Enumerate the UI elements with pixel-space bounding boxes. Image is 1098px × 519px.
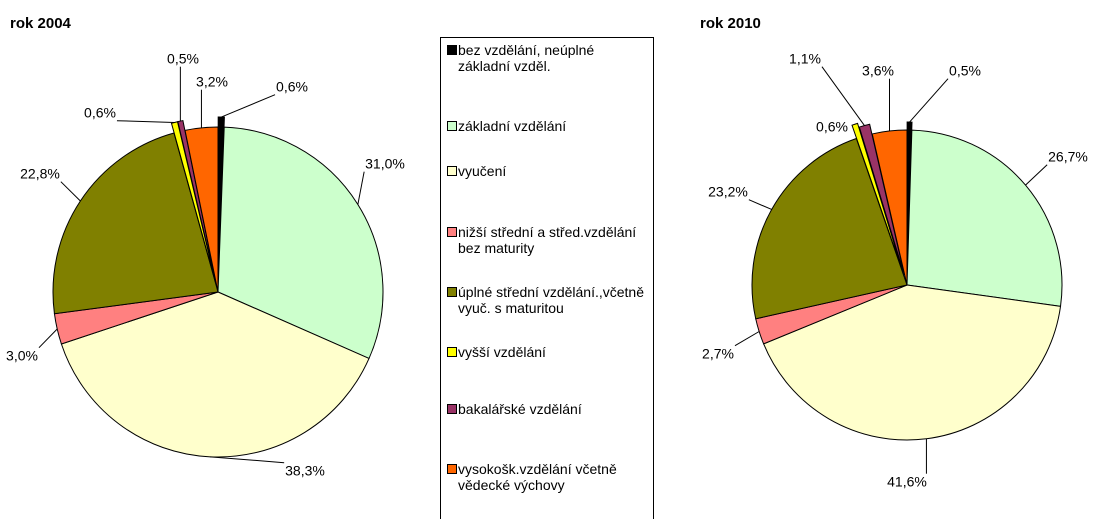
- leader-line: [116, 120, 175, 123]
- leader-line: [821, 66, 865, 126]
- legend-label: vysokošk.vzdělání včetně vědecké výchovy: [458, 461, 617, 493]
- legend-swatch: [447, 121, 457, 131]
- legend-label: úplné střední vzdělání.,včetně vyuč. s m…: [458, 284, 645, 316]
- legend-swatch: [447, 347, 457, 357]
- data-label: 0,6%: [276, 79, 308, 95]
- legend-swatch: [447, 464, 457, 474]
- leader-line: [221, 94, 276, 118]
- leader-line: [1025, 164, 1048, 186]
- legend-label: nižší střední a střed.vzdělání bez matur…: [458, 224, 637, 256]
- pie-slice: [851, 122, 904, 272]
- data-label: 3,6%: [862, 63, 894, 79]
- data-label: 1,1%: [789, 51, 821, 67]
- pie-slice: [762, 284, 1062, 441]
- data-label: 23,2%: [708, 184, 748, 200]
- legend-label: bakalářské vzdělání: [458, 401, 582, 417]
- legend-swatch: [447, 227, 457, 237]
- chart-title: rok 2004: [10, 15, 72, 32]
- legend-swatch: [447, 404, 457, 414]
- data-label: 31,0%: [365, 156, 405, 172]
- leader-line: [909, 78, 949, 123]
- legend-label: bez vzdělání, neúplné základní vzděl.: [458, 42, 595, 74]
- pie-slice: [184, 126, 219, 293]
- pie-slice: [906, 129, 1063, 307]
- legend-swatch: [447, 287, 457, 297]
- data-label: 2,7%: [702, 346, 734, 362]
- legend-label: základní vzdělání: [458, 118, 567, 134]
- data-label: 0,6%: [816, 119, 848, 135]
- data-label: 0,6%: [84, 105, 116, 121]
- data-label: 41,6%: [887, 474, 927, 490]
- data-label: 0,5%: [949, 63, 981, 79]
- leader-line: [210, 456, 285, 464]
- legend-label: vyučení: [458, 163, 507, 179]
- leader-line: [748, 199, 772, 210]
- legend-label: vyšší vzdělání: [458, 344, 546, 360]
- pie-slice: [177, 119, 217, 283]
- leader-line: [734, 331, 760, 347]
- legend: bez vzdělání, neúplné základní vzděl. zák…: [440, 37, 654, 519]
- leader-line: [60, 181, 81, 202]
- data-label: 3,0%: [6, 348, 38, 364]
- pie-slice: [217, 126, 384, 360]
- data-label: 22,8%: [20, 166, 60, 182]
- legend-swatch: [447, 45, 457, 55]
- legend-swatch: [447, 166, 457, 176]
- data-label: 38,3%: [285, 463, 325, 479]
- data-label: 3,2%: [196, 74, 228, 90]
- pie-slice: [52, 132, 219, 315]
- data-label: 0,5%: [167, 51, 199, 67]
- leader-line: [357, 171, 365, 205]
- chart-title: rok 2010: [700, 15, 761, 32]
- data-label: 26,7%: [1048, 149, 1088, 165]
- leader-line: [38, 328, 58, 349]
